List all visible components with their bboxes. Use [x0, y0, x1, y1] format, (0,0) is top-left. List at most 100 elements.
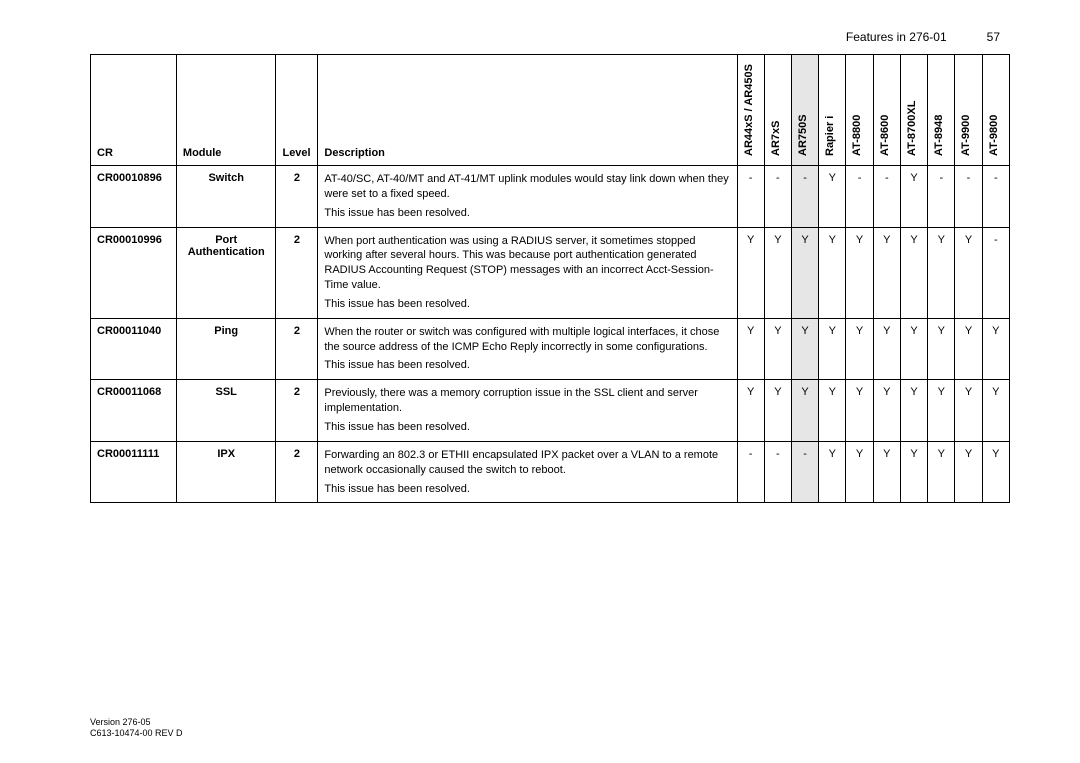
cell-product-mark: Y	[873, 318, 900, 380]
col-header-product: AR44xS / AR450S	[737, 55, 764, 166]
col-header-product: AT-8700XL	[900, 55, 927, 166]
page-header: Features in 276-01 57	[90, 30, 1010, 44]
cell-product-mark: Y	[819, 166, 846, 228]
resolved-text: This issue has been resolved.	[324, 482, 730, 497]
resolved-text: This issue has been resolved.	[324, 420, 730, 435]
cell-module: Switch	[176, 166, 276, 228]
cell-module: Port Authentication	[176, 227, 276, 318]
cell-product-mark: -	[791, 166, 818, 228]
cell-product-mark: Y	[955, 441, 982, 503]
col-header-product: Rapier i	[819, 55, 846, 166]
cell-product-mark: Y	[982, 380, 1009, 442]
col-header-product: AT-8600	[873, 55, 900, 166]
cell-product-mark: Y	[819, 441, 846, 503]
col-header-product: AR7xS	[764, 55, 791, 166]
cell-level: 2	[276, 380, 318, 442]
col-header-product: AT-9800	[982, 55, 1009, 166]
col-header-product: AR750S	[791, 55, 818, 166]
cell-level: 2	[276, 441, 318, 503]
cell-description: When port authentication was using a RAD…	[318, 227, 737, 318]
cell-product-mark: Y	[928, 380, 955, 442]
cell-description: Forwarding an 802.3 or ETHII encapsulate…	[318, 441, 737, 503]
resolved-text: This issue has been resolved.	[324, 297, 730, 312]
cell-level: 2	[276, 318, 318, 380]
cell-product-mark: Y	[982, 318, 1009, 380]
cell-product-mark: -	[791, 441, 818, 503]
table-head: CR Module Level Description AR44xS / AR4…	[91, 55, 1010, 166]
description-text: When the router or switch was configured…	[324, 326, 719, 353]
cell-product-mark: Y	[791, 227, 818, 318]
col-header-description: Description	[318, 55, 737, 166]
product-label: AT-9800	[989, 61, 1000, 156]
cell-product-mark: Y	[819, 318, 846, 380]
table-row: CR00010996Port Authentication2When port …	[91, 227, 1010, 318]
cell-product-mark: -	[982, 227, 1009, 318]
cell-description: When the router or switch was configured…	[318, 318, 737, 380]
cell-description: AT-40/SC, AT-40/MT and AT-41/MT uplink m…	[318, 166, 737, 228]
col-header-module: Module	[176, 55, 276, 166]
cell-product-mark: Y	[764, 380, 791, 442]
product-label: AT-8600	[880, 61, 891, 156]
cell-product-mark: Y	[791, 380, 818, 442]
cell-cr: CR00010896	[91, 166, 177, 228]
cell-product-mark: Y	[928, 227, 955, 318]
col-header-cr: CR	[91, 55, 177, 166]
feature-table: CR Module Level Description AR44xS / AR4…	[90, 54, 1010, 503]
cell-module: SSL	[176, 380, 276, 442]
cell-product-mark: -	[955, 166, 982, 228]
cell-product-mark: Y	[737, 227, 764, 318]
cell-product-mark: Y	[955, 318, 982, 380]
col-header-product: AT-9900	[955, 55, 982, 166]
cell-product-mark: -	[764, 166, 791, 228]
cell-product-mark: -	[982, 166, 1009, 228]
cell-product-mark: Y	[846, 380, 873, 442]
cell-product-mark: Y	[900, 318, 927, 380]
description-text: When port authentication was using a RAD…	[324, 235, 713, 292]
document-page: Features in 276-01 57 CR Module Level De…	[0, 0, 1080, 763]
description-text: Previously, there was a memory corruptio…	[324, 387, 698, 414]
cell-level: 2	[276, 166, 318, 228]
cell-product-mark: Y	[819, 227, 846, 318]
col-header-level: Level	[276, 55, 318, 166]
table-row: CR00011068SSL2Previously, there was a me…	[91, 380, 1010, 442]
cell-product-mark: Y	[900, 380, 927, 442]
cell-product-mark: Y	[955, 227, 982, 318]
product-label: AR44xS / AR450S	[744, 61, 755, 156]
resolved-text: This issue has been resolved.	[324, 358, 730, 373]
product-label: AT-8800	[852, 61, 863, 156]
cell-product-mark: Y	[846, 318, 873, 380]
cell-product-mark: Y	[764, 227, 791, 318]
cell-product-mark: Y	[928, 318, 955, 380]
cell-module: Ping	[176, 318, 276, 380]
cell-product-mark: Y	[928, 441, 955, 503]
cell-product-mark: -	[737, 441, 764, 503]
page-footer: Version 276-05 C613-10474-00 REV D	[90, 717, 183, 739]
cell-product-mark: Y	[955, 380, 982, 442]
cell-product-mark: Y	[900, 166, 927, 228]
cell-product-mark: -	[764, 441, 791, 503]
product-label: AT-8700XL	[907, 61, 918, 156]
product-label: AT-8948	[934, 61, 945, 156]
header-page-number: 57	[987, 30, 1000, 44]
col-header-product: AT-8948	[928, 55, 955, 166]
cell-product-mark: -	[928, 166, 955, 228]
cell-product-mark: Y	[873, 227, 900, 318]
col-header-product: AT-8800	[846, 55, 873, 166]
cell-product-mark: Y	[737, 318, 764, 380]
description-text: AT-40/SC, AT-40/MT and AT-41/MT uplink m…	[324, 173, 728, 200]
description-text: Forwarding an 802.3 or ETHII encapsulate…	[324, 449, 718, 476]
product-label: AR750S	[798, 61, 809, 156]
cell-product-mark: Y	[873, 441, 900, 503]
cell-product-mark: Y	[900, 227, 927, 318]
cell-cr: CR00011111	[91, 441, 177, 503]
footer-docnum: C613-10474-00 REV D	[90, 728, 183, 739]
product-label: Rapier i	[825, 61, 836, 156]
cell-module: IPX	[176, 441, 276, 503]
header-title: Features in 276-01	[846, 30, 947, 44]
cell-product-mark: Y	[900, 441, 927, 503]
cell-description: Previously, there was a memory corruptio…	[318, 380, 737, 442]
cell-cr: CR00011040	[91, 318, 177, 380]
table-body: CR00010896Switch2AT-40/SC, AT-40/MT and …	[91, 166, 1010, 503]
cell-product-mark: -	[846, 166, 873, 228]
cell-product-mark: Y	[873, 380, 900, 442]
